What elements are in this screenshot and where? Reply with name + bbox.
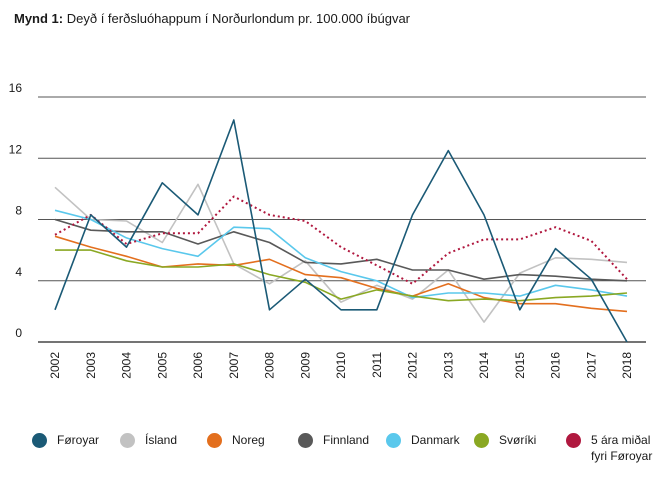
x-tick-label: 2003 — [84, 352, 98, 379]
legend-item: Føroyar — [32, 432, 99, 448]
x-tick-label: 2011 — [370, 352, 384, 378]
y-axis-tick-labels: 0 4 8 12 16 — [9, 81, 23, 340]
x-axis-tick-labels: 2002 2003 2004 2005 2006 2007 2008 2009 2010 2011… — [48, 352, 634, 379]
y-tick-label: 12 — [9, 142, 23, 156]
chart-title-prefix: Mynd 1: — [14, 11, 64, 26]
legend-item: Finnland — [298, 432, 369, 448]
series-line-5 — [55, 249, 628, 302]
legend-label: Danmark — [411, 433, 460, 447]
x-tick-label: 2014 — [477, 352, 491, 379]
x-tick-label: 2004 — [120, 352, 134, 379]
y-tick-label: 16 — [9, 81, 23, 95]
legend-swatch — [120, 433, 135, 448]
x-tick-label: 2015 — [513, 352, 527, 379]
x-tick-label: 2018 — [620, 352, 634, 379]
legend-label: Finnland — [323, 433, 370, 447]
x-tick-label: 2009 — [298, 352, 312, 379]
legend-swatch — [474, 433, 489, 448]
y-tick-label: 4 — [15, 265, 22, 279]
x-tick-label: 2013 — [441, 352, 455, 379]
chart-title: Mynd 1: Deyð í ferðsluóhappum í Norðurlo… — [14, 11, 410, 26]
legend-swatch — [298, 433, 313, 448]
gridlines — [38, 96, 646, 343]
series-line-1 — [54, 183, 628, 323]
x-tick-label: 2012 — [406, 352, 420, 379]
legend-swatch — [207, 433, 222, 448]
y-tick-label: 8 — [15, 204, 22, 218]
x-tick-label: 2007 — [227, 352, 241, 379]
legend-item: Danmark — [386, 432, 460, 448]
series-line-4 — [54, 209, 628, 299]
x-tick-label: 2010 — [334, 352, 348, 379]
legend-item: Noreg — [207, 432, 265, 448]
legend-label: 5 ára miðal fyri Føroyar — [591, 433, 653, 463]
chart-title-text: Deyð í ferðsluóhappum í Norðurlondum pr.… — [66, 11, 411, 26]
legend-swatch — [32, 433, 47, 448]
legend: Føroyar Ísland Noreg Finnland Danmark Svøríki… — [0, 432, 663, 481]
series-line-0 — [54, 119, 628, 343]
line-chart: 0 4 8 12 16 2002 2003 2004 2005 2006 2007 2008 2009… — [9, 81, 646, 379]
legend-label: Føroyar — [57, 433, 99, 447]
x-tick-label: 2002 — [48, 352, 62, 379]
x-tick-label: 2006 — [191, 352, 205, 379]
legend-item: Ísland — [120, 432, 177, 448]
legend-item: 5 ára miðal fyri Føroyar — [566, 432, 652, 464]
legend-swatch — [566, 433, 581, 448]
x-tick-label: 2008 — [263, 352, 277, 379]
legend-label: Svøríki — [499, 433, 537, 447]
series-line-2 — [54, 235, 628, 313]
legend-label: Ísland — [145, 433, 178, 447]
series-line-6 — [54, 195, 628, 285]
x-tick-label: 2005 — [155, 352, 169, 379]
series-line-3 — [54, 218, 628, 282]
y-tick-label: 0 — [15, 326, 22, 340]
legend-label: Noreg — [232, 433, 265, 447]
x-tick-label: 2016 — [549, 352, 563, 379]
series-lines — [54, 119, 628, 343]
legend-item: Svøríki — [474, 432, 536, 448]
x-tick-label: 2017 — [584, 352, 598, 379]
legend-swatch — [386, 433, 401, 448]
